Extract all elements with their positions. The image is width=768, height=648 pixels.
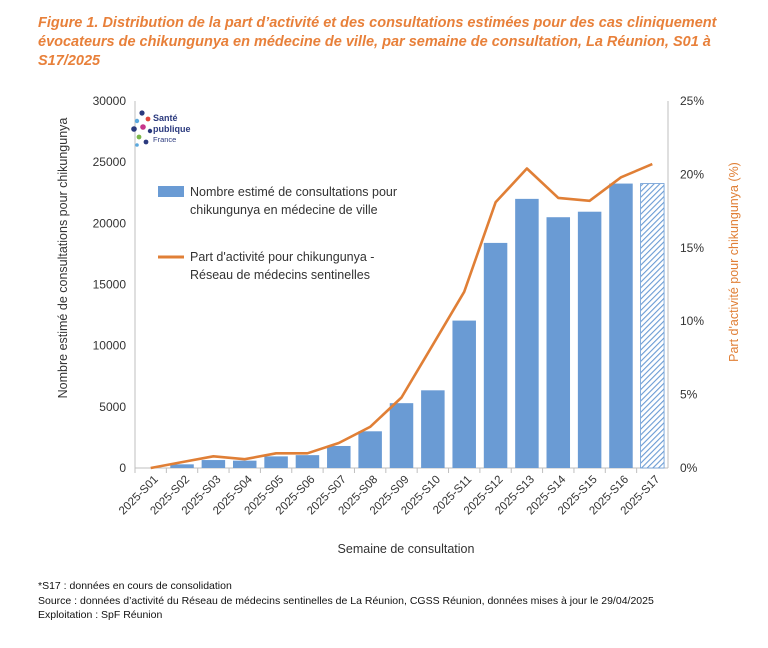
bar (609, 183, 633, 468)
bar (483, 242, 508, 468)
y-tick-label: 5000 (99, 400, 126, 414)
legend-bar-swatch (158, 186, 184, 197)
sante-publique-france-logo: Santé publique France (131, 110, 191, 147)
bar (577, 211, 602, 468)
logo-dot (136, 134, 142, 140)
logo-text-line2: publique (153, 124, 191, 134)
y-tick-label: 30000 (93, 94, 127, 108)
bar (264, 456, 288, 468)
logo-dot (147, 128, 153, 134)
bar (421, 390, 445, 468)
bar (232, 460, 257, 468)
bar (452, 320, 476, 468)
y-tick-label: 20000 (93, 216, 127, 230)
logo-dot (135, 143, 139, 147)
y2-tick-label: 15% (680, 241, 704, 255)
legend-bar-label-line2: chikungunya en médecine de ville (190, 203, 378, 217)
y-tick-label: 10000 (93, 339, 127, 353)
logo-dot (134, 118, 140, 124)
bar (515, 198, 539, 468)
figure-title: Figure 1. Distribution de la part d’acti… (38, 15, 717, 69)
bar (170, 464, 194, 468)
legend-line-label: Part d'activité pour chikungunya - Résea… (190, 250, 378, 282)
y2-axis-label: Part d'activité pour chikungunya (%) (727, 162, 741, 362)
logo-text-line3: France (153, 135, 176, 144)
y2-tick-label: 20% (680, 167, 704, 181)
y-tick-label: 0 (119, 461, 126, 475)
footnote-s17: *S17 : données en cours de consolidation (38, 580, 232, 592)
bar-series (170, 183, 665, 469)
footnote-source: Source : données d’activité du Réseau de… (38, 595, 654, 607)
y2-tick-label: 5% (680, 388, 698, 402)
bar (295, 455, 320, 468)
line-activity-share (150, 162, 653, 470)
legend-bar-label: Nombre estimé de consultations pour chik… (190, 185, 401, 217)
logo-dot (143, 139, 149, 145)
legend-line-label-line2: Réseau de médecins sentinelles (190, 268, 370, 282)
x-axis-label: Semaine de consultation (338, 542, 475, 556)
y2-tick-label: 0% (680, 461, 698, 475)
logo-dot (145, 116, 151, 122)
y-tick-label: 25000 (93, 155, 127, 169)
footnote-exploitation: Exploitation : SpF Réunion (38, 609, 163, 621)
logo-dot (139, 110, 145, 116)
logo-dot (131, 126, 137, 132)
legend: Nombre estimé de consultations pour chik… (158, 185, 401, 282)
line-series (150, 162, 653, 470)
legend-line-label-line1: Part d'activité pour chikungunya - (190, 250, 374, 264)
bar (389, 403, 414, 468)
logo-text-line1: Santé (153, 113, 178, 123)
bar-hatched (640, 183, 665, 469)
bar (201, 460, 226, 468)
legend-bar-label-line1: Nombre estimé de consultations pour (190, 185, 397, 199)
y2-tick-label: 25% (680, 94, 704, 108)
y-axis-label: Nombre estimé de consultations pour chik… (56, 118, 70, 399)
y2-tick-label: 10% (680, 314, 704, 328)
bar (327, 445, 351, 468)
logo-dot (140, 124, 146, 130)
bar (358, 431, 382, 468)
bar (546, 217, 571, 468)
y-tick-label: 15000 (93, 278, 127, 292)
